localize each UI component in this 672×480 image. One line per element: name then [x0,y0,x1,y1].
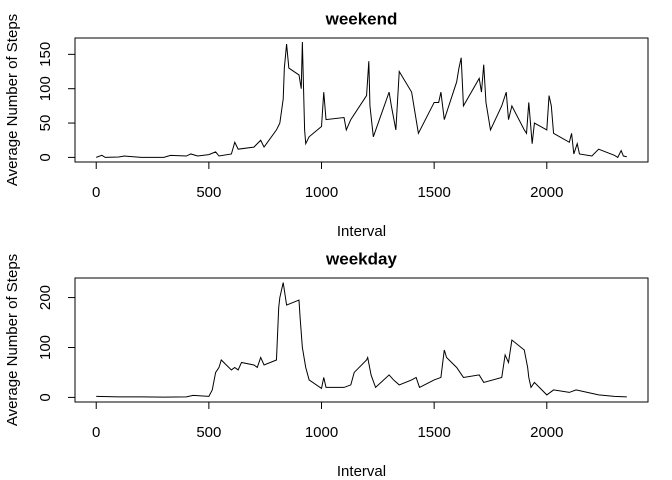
x-tick-label: 0 [92,184,100,201]
y-tick-label: 0 [37,393,54,401]
x-tick-label: 1000 [305,424,338,441]
x-tick-label: 2000 [530,184,563,201]
y-axis-label: Average Number of Steps [4,14,21,186]
x-axis-label: Interval [337,463,386,480]
x-tick-label: 0 [92,424,100,441]
chart-title: weekend [325,9,398,28]
x-tick-label: 1500 [417,184,450,201]
x-tick-label: 1500 [417,424,450,441]
x-tick-label: 500 [196,424,221,441]
x-tick-label: 1000 [305,184,338,201]
y-tick-label: 100 [37,335,54,360]
plot-frame [74,277,649,403]
line [96,282,627,398]
x-axis-label: Interval [337,223,386,240]
plot-frame [74,37,649,163]
chart-title: weekday [325,249,397,268]
y-tick-label: 150 [37,42,54,67]
y-tick-label: 50 [37,115,54,132]
line [96,41,627,159]
x-tick-label: 2000 [530,424,563,441]
x-tick-label: 500 [196,184,221,201]
y-tick-label: 100 [37,76,54,101]
y-tick-label: 0 [37,153,54,161]
y-tick-label: 200 [37,285,54,310]
y-axis-label: Average Number of Steps [4,254,21,426]
